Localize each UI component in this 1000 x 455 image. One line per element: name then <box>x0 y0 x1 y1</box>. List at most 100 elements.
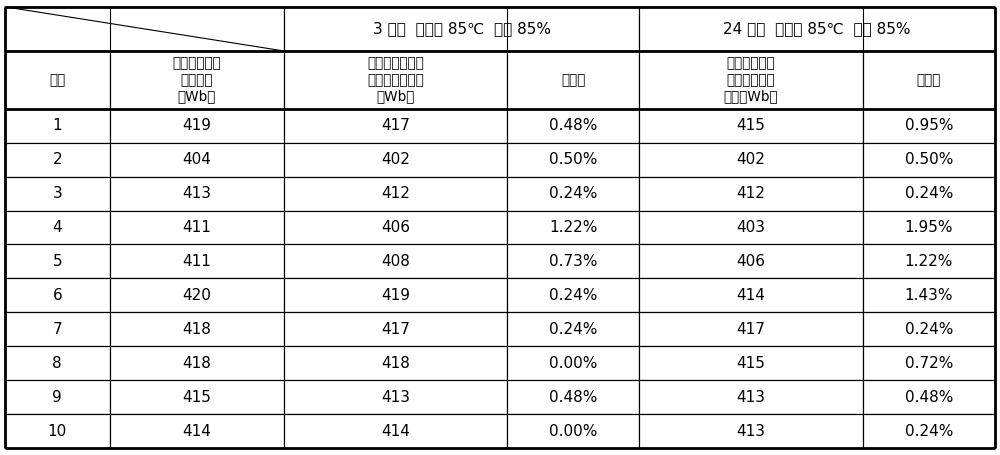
Bar <box>5 142 110 177</box>
Bar <box>507 346 639 380</box>
Text: 10: 10 <box>48 424 67 439</box>
Bar <box>507 177 639 211</box>
Bar <box>110 177 284 211</box>
Bar <box>5 346 110 380</box>
Text: 电镰后的锤铁
琉永磁体的磁
通量（Wb）: 电镰后的锤铁 琉永磁体的磁 通量（Wb） <box>724 56 778 103</box>
Bar <box>284 109 507 142</box>
Bar <box>110 51 284 109</box>
Text: 419: 419 <box>182 118 211 133</box>
Text: 417: 417 <box>381 118 410 133</box>
Text: 404: 404 <box>182 152 211 167</box>
Bar <box>863 211 995 244</box>
Bar <box>863 346 995 380</box>
Text: 0.95%: 0.95% <box>905 118 953 133</box>
Text: 414: 414 <box>381 424 410 439</box>
Bar <box>5 51 110 109</box>
Bar <box>507 142 639 177</box>
Bar <box>5 244 110 278</box>
Text: 415: 415 <box>737 356 765 371</box>
Text: 3 小时  温度为 85℃  湿度 85%: 3 小时 温度为 85℃ 湿度 85% <box>373 21 551 36</box>
Text: 414: 414 <box>182 424 211 439</box>
Bar <box>110 313 284 346</box>
Text: 退磁率: 退磁率 <box>561 73 585 87</box>
Text: 1: 1 <box>52 118 62 133</box>
Bar <box>507 211 639 244</box>
Text: 9: 9 <box>52 390 62 405</box>
Bar <box>5 278 110 313</box>
Bar <box>507 244 639 278</box>
Text: 412: 412 <box>381 186 410 201</box>
Text: 1.95%: 1.95% <box>905 220 953 235</box>
Text: 411: 411 <box>182 254 211 269</box>
Bar <box>863 380 995 414</box>
Text: 4: 4 <box>52 220 62 235</box>
Bar <box>284 278 507 313</box>
Text: 7: 7 <box>52 322 62 337</box>
Bar <box>110 380 284 414</box>
Bar <box>863 313 995 346</box>
Bar <box>507 414 639 448</box>
Bar <box>5 313 110 346</box>
Bar <box>284 244 507 278</box>
Text: 412: 412 <box>737 186 765 201</box>
Bar <box>639 244 863 278</box>
Text: 418: 418 <box>182 322 211 337</box>
Text: 417: 417 <box>381 322 410 337</box>
Bar <box>639 7 995 51</box>
Text: 402: 402 <box>381 152 410 167</box>
Text: 403: 403 <box>736 220 765 235</box>
Bar <box>639 278 863 313</box>
Bar <box>639 313 863 346</box>
Text: 6: 6 <box>52 288 62 303</box>
Bar <box>284 7 639 51</box>
Bar <box>110 244 284 278</box>
Text: 0.24%: 0.24% <box>905 322 953 337</box>
Bar <box>284 211 507 244</box>
Bar <box>863 177 995 211</box>
Text: 电镰后的锤铁琉
永磁体的磁通量
（Wb）: 电镰后的锤铁琉 永磁体的磁通量 （Wb） <box>367 56 424 103</box>
Text: 1.22%: 1.22% <box>549 220 597 235</box>
Bar <box>110 346 284 380</box>
Text: 5: 5 <box>52 254 62 269</box>
Text: 413: 413 <box>381 390 410 405</box>
Bar <box>507 380 639 414</box>
Text: 退磁率: 退磁率 <box>917 73 941 87</box>
Text: 0.24%: 0.24% <box>549 186 597 201</box>
Bar <box>863 109 995 142</box>
Bar <box>863 414 995 448</box>
Bar <box>5 380 110 414</box>
Bar <box>863 278 995 313</box>
Text: 0.24%: 0.24% <box>905 424 953 439</box>
Bar <box>639 414 863 448</box>
Bar <box>5 211 110 244</box>
Bar <box>639 142 863 177</box>
Text: 3: 3 <box>52 186 62 201</box>
Bar <box>284 414 507 448</box>
Text: 420: 420 <box>182 288 211 303</box>
Text: 0.24%: 0.24% <box>905 186 953 201</box>
Bar <box>5 7 284 51</box>
Bar <box>284 51 507 109</box>
Bar <box>5 414 110 448</box>
Bar <box>284 177 507 211</box>
Text: 0.24%: 0.24% <box>549 322 597 337</box>
Bar <box>5 109 110 142</box>
Bar <box>110 211 284 244</box>
Text: 0.50%: 0.50% <box>549 152 597 167</box>
Text: 0.48%: 0.48% <box>905 390 953 405</box>
Bar <box>507 51 639 109</box>
Text: 8: 8 <box>52 356 62 371</box>
Bar <box>639 211 863 244</box>
Text: 1.43%: 1.43% <box>905 288 953 303</box>
Bar <box>507 109 639 142</box>
Text: 417: 417 <box>737 322 765 337</box>
Text: 414: 414 <box>737 288 765 303</box>
Text: 418: 418 <box>381 356 410 371</box>
Text: 0.24%: 0.24% <box>549 288 597 303</box>
Bar <box>507 313 639 346</box>
Bar <box>863 142 995 177</box>
Bar <box>284 380 507 414</box>
Bar <box>863 51 995 109</box>
Bar <box>5 177 110 211</box>
Bar <box>284 346 507 380</box>
